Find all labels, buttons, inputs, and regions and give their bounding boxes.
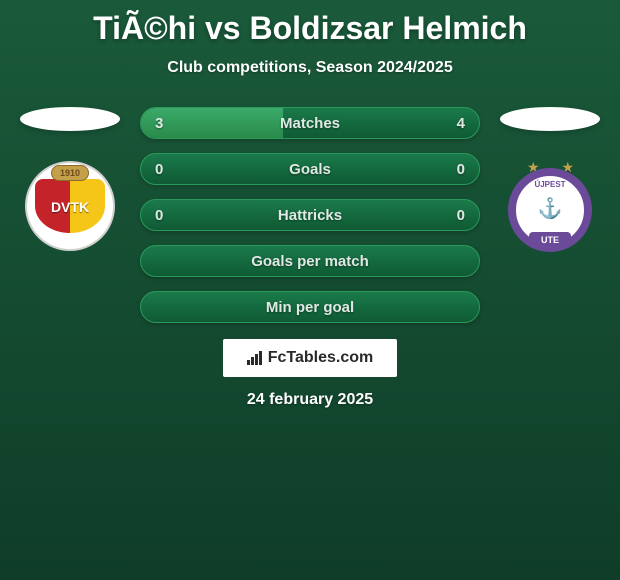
stat-right-value: 0 <box>457 207 465 224</box>
widget-container: TiÃ©hi vs Boldizsar Helmich Club competi… <box>0 0 620 409</box>
right-side-col: ★★ ÚJPEST ⚓ UTE <box>500 107 600 251</box>
stat-row: 0 Hattricks 0 <box>140 199 480 231</box>
stat-label: Goals per match <box>251 253 369 270</box>
footer-area: FcTables.com 24 february 2025 <box>0 339 620 409</box>
ute-ribbon: UTE <box>529 232 571 248</box>
fctables-label: FcTables.com <box>268 349 374 367</box>
stat-row: Min per goal <box>140 291 480 323</box>
stats-area: 1910 DVTK 3 Matches 4 0 Goals 0 0 Hattricks 0 Goa… <box>0 107 620 323</box>
stat-label: Hattricks <box>278 207 342 224</box>
ute-top-text: ÚJPEST <box>534 180 565 189</box>
stat-label: Min per goal <box>266 299 354 316</box>
stat-label: Goals <box>289 161 331 178</box>
dvtk-year: 1910 <box>51 165 89 181</box>
stats-column: 3 Matches 4 0 Goals 0 0 Hattricks 0 Goals per mat… <box>140 107 480 323</box>
dvtk-name: DVTK <box>51 199 89 215</box>
stat-left-value: 0 <box>155 161 163 178</box>
stat-row: Goals per match <box>140 245 480 277</box>
stat-label: Matches <box>280 115 340 132</box>
left-club-badge: 1910 DVTK <box>25 161 115 251</box>
stat-left-value: 3 <box>155 115 163 132</box>
fctables-link[interactable]: FcTables.com <box>223 339 398 377</box>
dvtk-shield: 1910 DVTK <box>35 179 105 233</box>
page-title: TiÃ©hi vs Boldizsar Helmich <box>0 10 620 47</box>
bar-chart-icon <box>247 351 262 365</box>
anchor-icon: ⚓ <box>538 196 563 221</box>
ute-circle: ÚJPEST ⚓ UTE <box>508 168 592 252</box>
stat-row: 3 Matches 4 <box>140 107 480 139</box>
stat-right-value: 4 <box>457 115 465 132</box>
stat-left-value: 0 <box>155 207 163 224</box>
left-side-col: 1910 DVTK <box>20 107 120 251</box>
date-text: 24 february 2025 <box>247 391 373 409</box>
stat-right-value: 0 <box>457 161 465 178</box>
right-ellipse-placeholder <box>500 107 600 131</box>
stat-row: 0 Goals 0 <box>140 153 480 185</box>
right-club-badge: ★★ ÚJPEST ⚓ UTE <box>505 161 595 251</box>
left-ellipse-placeholder <box>20 107 120 131</box>
subtitle: Club competitions, Season 2024/2025 <box>0 59 620 77</box>
